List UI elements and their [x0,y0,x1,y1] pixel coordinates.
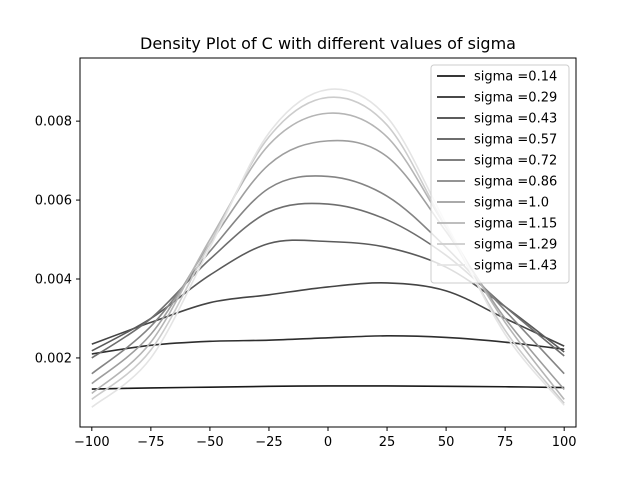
legend-label-7: sigma =1.15 [474,217,557,232]
y-tick-label: 0.008 [35,115,72,130]
series-line-0 [91,385,565,390]
y-tick-label: 0.004 [35,273,72,288]
legend-label-6: sigma =1.0 [474,196,549,211]
x-tick-label: 50 [438,435,455,450]
legend-label-2: sigma =0.43 [474,112,557,127]
legend-label-5: sigma =0.86 [474,175,557,190]
legend-label-0: sigma =0.14 [474,70,557,85]
series-line-9 [91,88,565,408]
x-tick-label: −100 [74,435,110,450]
y-tick-label: 0.006 [35,194,72,209]
legend-label-9: sigma =1.43 [474,259,557,274]
axis-ticks: −100 −75 −50 −25 0 25 50 75 100 0.002 0.004 0.006 0.… [35,115,577,450]
x-tick-label: −25 [255,435,282,450]
legend-label-1: sigma =0.29 [474,91,557,106]
x-tick-label: 75 [497,435,514,450]
x-tick-label: 100 [552,435,577,450]
series-line-5 [91,175,565,375]
legend-label-8: sigma =1.29 [474,238,557,253]
chart-title: Density Plot of C with different values … [140,34,516,53]
series-line-8 [91,96,565,404]
legend: sigma =0.14 sigma =0.29 sigma =0.43 sigma =… [430,64,570,284]
x-tick-label: 0 [324,435,332,450]
x-tick-label: −50 [196,435,223,450]
legend-box [430,64,570,284]
x-tick-label: −75 [137,435,164,450]
legend-label-4: sigma =0.72 [474,154,557,169]
y-tick-label: 0.002 [35,351,72,366]
x-tick-label: 25 [379,435,396,450]
series-line-7 [91,112,565,400]
series-line-6 [91,139,565,391]
legend-label-3: sigma =0.57 [474,133,557,148]
plot-area [91,88,565,408]
series-line-1 [91,335,565,355]
